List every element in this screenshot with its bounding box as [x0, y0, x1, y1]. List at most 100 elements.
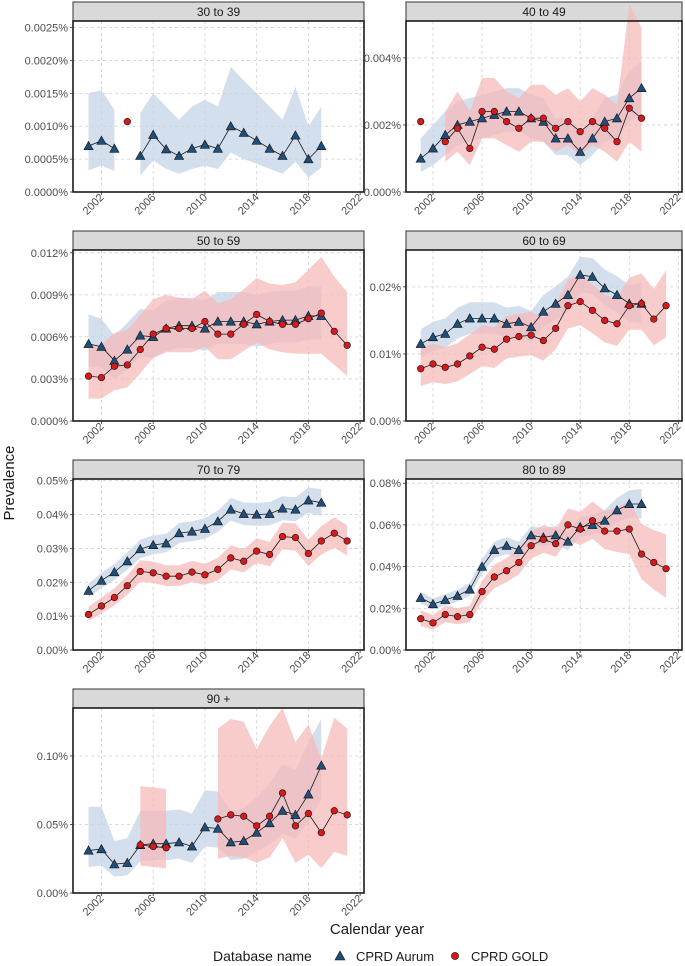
point-aurum [225, 837, 236, 847]
x-axis-label: Calendar year [330, 921, 424, 938]
legend-item-cprd-aurum: CPRD Aurum [334, 949, 434, 964]
point-aurum [464, 313, 475, 323]
point-gold [201, 571, 209, 579]
panel-90: 90 +0.00%0.05%0.10%2002 2006 2010 2014 2018 2… [37, 688, 365, 918]
point-aurum [513, 544, 524, 554]
panel-border [405, 20, 683, 193]
point-aurum [427, 331, 439, 342]
point-aurum [264, 508, 275, 518]
point-aurum [513, 106, 524, 116]
point-gold [490, 345, 498, 353]
panel-border [72, 249, 365, 422]
y-tick-label: 0.02% [37, 577, 68, 589]
y-tick-label: 0.04% [37, 510, 68, 522]
ci-band-cprd-gold [88, 257, 348, 399]
point-gold [123, 361, 131, 369]
y-tick-label: 0.009% [31, 290, 69, 302]
point-aurum [135, 543, 146, 554]
y-tick-label: 0.00% [370, 416, 401, 428]
point-gold [278, 789, 287, 797]
strip-label: 50 to 59 [197, 234, 241, 248]
point-gold [515, 332, 523, 341]
point-gold [601, 527, 609, 535]
point-aurum [199, 822, 211, 832]
point-gold [527, 331, 535, 339]
point-gold [162, 572, 170, 580]
point-gold [304, 549, 312, 558]
legend-label: CPRD Aurum [356, 949, 434, 964]
y-tick-label: 0.02% [370, 603, 401, 615]
y-tick-label: 0.012% [31, 248, 69, 260]
legend-label: CPRD GOLD [471, 949, 548, 964]
point-gold [552, 324, 560, 333]
point-gold [429, 619, 437, 627]
point-gold [613, 320, 621, 328]
point-gold [441, 138, 449, 146]
point-aurum [96, 843, 107, 854]
point-gold [136, 567, 144, 576]
point-aurum [636, 498, 647, 509]
point-gold [201, 317, 209, 326]
y-tick-label: 0.0010% [25, 121, 69, 133]
y-tick-label: 0.00% [370, 645, 401, 657]
point-gold [214, 565, 222, 574]
point-gold [330, 327, 338, 335]
panel-60-to-69: 60 to 690.00%0.01%0.02%2002 2006 2010 2014 2… [370, 230, 683, 446]
point-aurum [290, 130, 301, 140]
strip-label: 40 to 49 [522, 5, 566, 19]
point-aurum [611, 113, 623, 123]
point-aurum [427, 598, 439, 609]
point-aurum [199, 523, 211, 533]
point-aurum [489, 313, 500, 323]
point-gold [253, 310, 261, 319]
y-tick-label: 0.0000% [25, 187, 69, 199]
point-gold [453, 613, 462, 621]
point-gold [588, 517, 597, 525]
point-gold [429, 360, 437, 368]
point-gold [110, 362, 118, 370]
point-aurum [611, 505, 623, 515]
point-gold [291, 822, 300, 830]
point-aurum [440, 594, 451, 604]
ci-band-cprd-gold [140, 786, 167, 869]
point-aurum [96, 341, 107, 351]
point-aurum [225, 316, 236, 326]
y-tick-label: 0.04% [370, 562, 401, 574]
point-aurum [489, 544, 500, 554]
point-gold [564, 117, 572, 126]
point-aurum [96, 135, 107, 145]
y-tick-label: 0.00% [37, 645, 68, 657]
point-gold [576, 128, 584, 136]
y-tick-label: 0.006% [31, 332, 69, 344]
point-aurum [452, 590, 463, 600]
point-aurum [440, 328, 451, 338]
panel-80-to-89: 80 to 890.00%0.02%0.04%0.06%0.08%2002 200… [370, 459, 683, 675]
point-aurum [562, 289, 574, 299]
point-gold [188, 568, 196, 576]
point-aurum [212, 516, 223, 526]
point-gold [84, 372, 93, 380]
point-gold [453, 360, 462, 368]
point-aurum [161, 538, 172, 548]
point-gold [650, 558, 658, 567]
point-aurum [135, 150, 146, 160]
point-gold [304, 809, 312, 818]
point-gold [502, 117, 511, 126]
y-tick-label: 0.0020% [25, 55, 69, 67]
point-aurum [526, 321, 537, 332]
point-aurum [526, 530, 537, 540]
point-aurum [476, 313, 488, 323]
point-aurum [199, 323, 211, 333]
legend-title: Database name [213, 948, 312, 964]
y-tick-label: 0.0005% [25, 154, 69, 166]
point-gold [539, 114, 547, 122]
point-aurum [575, 146, 586, 156]
point-aurum [264, 817, 275, 828]
point-gold [490, 573, 498, 581]
point-gold [240, 557, 248, 565]
point-gold [588, 117, 597, 126]
point-gold [240, 320, 248, 328]
strip-label: 80 to 89 [522, 463, 566, 477]
point-gold [123, 118, 131, 126]
point-aurum [122, 344, 133, 354]
